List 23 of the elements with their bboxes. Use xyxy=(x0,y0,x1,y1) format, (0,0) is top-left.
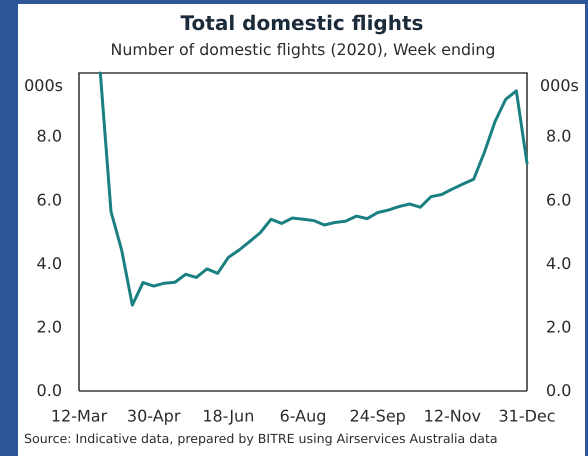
x-tick-label: 6-Aug xyxy=(280,406,326,426)
x-tick-label: 12-Nov xyxy=(424,406,482,426)
y2-tick-label: 0.0 xyxy=(546,381,572,400)
chart-subtitle: Number of domestic flights (2020), Week ending xyxy=(110,40,496,59)
chart-title: Total domestic flights xyxy=(180,11,424,35)
y2-tick-label: 2.0 xyxy=(546,318,572,337)
source-note: Source: Indicative data, prepared by BITRE using Airservices Australia data xyxy=(24,431,498,446)
y-tick-label: 2.0 xyxy=(36,318,62,337)
y-tick-label: 4.0 xyxy=(36,254,62,273)
y-tick-label: 6.0 xyxy=(36,190,62,210)
x-tick-label: 18-Jun xyxy=(202,406,254,426)
y-tick-label: 0.0 xyxy=(36,381,62,400)
x-tick-label: 31-Dec xyxy=(498,406,556,426)
x-tick-label: 24-Sep xyxy=(350,406,406,426)
y2-axis-title: 000s xyxy=(540,76,579,95)
line-series xyxy=(98,72,528,307)
y-tick-label: 8.0 xyxy=(36,126,62,146)
y-axis-title: 000s xyxy=(24,76,63,95)
y2-tick-label: 8.0 xyxy=(546,126,572,146)
y2-tick-label: 4.0 xyxy=(546,254,572,273)
x-tick-label: 30-Apr xyxy=(126,406,181,426)
y2-tick-label: 6.0 xyxy=(546,190,572,210)
x-tick-label: 12-Mar xyxy=(50,406,108,426)
